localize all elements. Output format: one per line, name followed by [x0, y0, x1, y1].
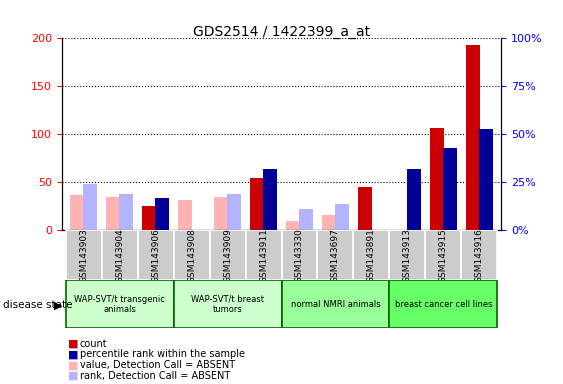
- Bar: [390, 280, 498, 328]
- Text: breast cancer cell lines: breast cancer cell lines: [395, 300, 492, 309]
- Bar: [318, 230, 354, 280]
- Bar: [155, 198, 169, 230]
- Text: GSM143908: GSM143908: [187, 228, 196, 283]
- Bar: [65, 280, 173, 328]
- Bar: [282, 280, 390, 328]
- Bar: [119, 194, 133, 230]
- Text: disease state: disease state: [3, 300, 72, 310]
- Bar: [250, 177, 264, 230]
- Text: value, Detection Call = ABSENT: value, Detection Call = ABSENT: [80, 360, 235, 370]
- Text: percentile rank within the sample: percentile rank within the sample: [80, 349, 245, 359]
- Bar: [70, 195, 84, 230]
- Bar: [245, 230, 282, 280]
- Text: ■: ■: [68, 360, 78, 370]
- Text: GSM143906: GSM143906: [151, 228, 160, 283]
- Bar: [462, 230, 498, 280]
- Text: GSM143915: GSM143915: [439, 228, 448, 283]
- Bar: [101, 230, 137, 280]
- Text: GSM143909: GSM143909: [223, 228, 232, 283]
- Bar: [426, 230, 462, 280]
- Bar: [142, 207, 157, 230]
- Bar: [65, 230, 101, 280]
- Text: ▶: ▶: [54, 300, 63, 310]
- Text: GSM143916: GSM143916: [475, 228, 484, 283]
- Bar: [443, 148, 457, 230]
- Text: GDS2514 / 1422399_a_at: GDS2514 / 1422399_a_at: [193, 25, 370, 39]
- Bar: [466, 45, 480, 230]
- Bar: [173, 280, 282, 328]
- Bar: [299, 209, 313, 230]
- Text: ■: ■: [68, 371, 78, 381]
- Bar: [354, 230, 390, 280]
- Text: GSM143697: GSM143697: [331, 228, 340, 283]
- Bar: [137, 230, 173, 280]
- Bar: [178, 200, 192, 230]
- Text: normal NMRI animals: normal NMRI animals: [291, 300, 380, 309]
- Bar: [209, 230, 245, 280]
- Bar: [214, 197, 228, 230]
- Bar: [479, 129, 493, 230]
- Text: ■: ■: [68, 349, 78, 359]
- Bar: [106, 197, 120, 230]
- Text: ■: ■: [68, 339, 78, 349]
- Bar: [430, 127, 444, 230]
- Bar: [406, 169, 421, 230]
- Bar: [263, 169, 277, 230]
- Text: GSM143904: GSM143904: [115, 228, 124, 283]
- Bar: [390, 230, 426, 280]
- Text: WAP-SVT/t breast
tumors: WAP-SVT/t breast tumors: [191, 295, 264, 314]
- Text: GSM143330: GSM143330: [295, 228, 304, 283]
- Bar: [286, 221, 300, 230]
- Text: count: count: [80, 339, 108, 349]
- Text: GSM143913: GSM143913: [403, 228, 412, 283]
- Text: rank, Detection Call = ABSENT: rank, Detection Call = ABSENT: [80, 371, 230, 381]
- Bar: [227, 194, 241, 230]
- Bar: [83, 184, 97, 230]
- Text: WAP-SVT/t transgenic
animals: WAP-SVT/t transgenic animals: [74, 295, 165, 314]
- Bar: [358, 187, 372, 230]
- Bar: [322, 215, 336, 230]
- Text: GSM143911: GSM143911: [259, 228, 268, 283]
- Bar: [335, 204, 349, 230]
- Text: GSM143891: GSM143891: [367, 228, 376, 283]
- Bar: [173, 230, 209, 280]
- Text: GSM143903: GSM143903: [79, 228, 88, 283]
- Bar: [282, 230, 318, 280]
